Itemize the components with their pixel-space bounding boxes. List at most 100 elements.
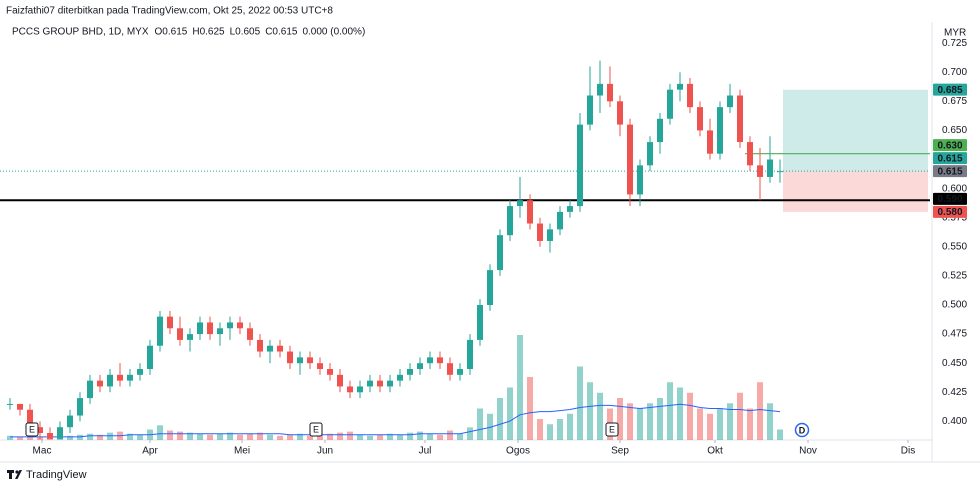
candle-body xyxy=(377,380,383,387)
candle-body xyxy=(7,403,13,405)
volume-bar xyxy=(237,434,243,440)
candle-body xyxy=(157,316,163,346)
candle-body xyxy=(287,351,293,364)
candle-body xyxy=(337,374,343,387)
volume-bar xyxy=(367,435,373,440)
volume-bar xyxy=(407,432,413,440)
price-tag xyxy=(933,152,967,165)
volume-bar xyxy=(507,387,513,440)
candle-body xyxy=(127,374,133,381)
volume-bar xyxy=(217,433,223,440)
volume-bar xyxy=(317,434,323,440)
legend-value: 0.605 xyxy=(235,27,260,38)
candle-body xyxy=(747,142,753,166)
volume-bar xyxy=(577,366,583,440)
volume-bar xyxy=(627,403,633,440)
y-tick-label: 0.675 xyxy=(942,96,967,107)
volume-bar xyxy=(727,403,733,440)
y-tick-label: 0.600 xyxy=(942,183,967,194)
price-tag-label: 0.580 xyxy=(937,207,962,218)
volume-bar xyxy=(467,427,473,440)
volume-bar xyxy=(537,419,543,440)
candle-body xyxy=(457,369,463,375)
volume-bar xyxy=(517,335,523,440)
price-tag xyxy=(933,83,967,96)
candle-body xyxy=(577,124,583,207)
candle-body xyxy=(497,235,503,271)
candle-body xyxy=(47,433,53,439)
volume-bar xyxy=(347,431,353,440)
candle-body xyxy=(437,357,443,364)
volume-bar xyxy=(277,435,283,440)
candle-body xyxy=(77,398,83,416)
candle-body xyxy=(587,95,593,125)
volume-bar xyxy=(707,413,713,440)
volume-bar xyxy=(557,419,563,440)
y-tick-label: 0.700 xyxy=(942,67,967,78)
candle-body xyxy=(537,223,543,241)
price-tag-label: 0.615 xyxy=(937,166,962,177)
candle-body xyxy=(757,165,763,177)
candle-body xyxy=(37,427,43,434)
volume-ma-line xyxy=(10,403,781,438)
volume-bar xyxy=(447,430,453,440)
volume-bar xyxy=(127,433,133,440)
candle-body xyxy=(107,374,113,387)
volume-bar xyxy=(587,382,593,440)
candle-body xyxy=(297,357,303,364)
logo xyxy=(7,470,22,479)
volume-bar xyxy=(717,408,723,440)
volume-bar xyxy=(187,432,193,440)
volume-bar xyxy=(137,434,143,440)
candle-body xyxy=(17,403,23,410)
volume-bar xyxy=(307,435,313,440)
earnings-marker-label: E xyxy=(29,424,35,434)
volume-bar xyxy=(417,431,423,440)
position-loss-zone xyxy=(783,171,928,212)
volume-bar xyxy=(697,408,703,440)
volume-bar xyxy=(567,413,573,440)
candle-body xyxy=(187,334,193,340)
volume-bar xyxy=(17,436,23,440)
legend-key: C xyxy=(265,27,272,38)
legend-key: L xyxy=(230,27,236,38)
price-tag xyxy=(933,192,967,205)
x-tick-label: Okt xyxy=(707,446,723,457)
volume-bar xyxy=(247,433,253,440)
volume-bar xyxy=(227,432,233,440)
earnings-marker xyxy=(25,422,39,437)
candle-body xyxy=(517,200,523,207)
position-profit-zone xyxy=(783,89,928,172)
candle-body xyxy=(137,369,143,375)
legend-value: 0.615 xyxy=(162,27,187,38)
candle-body xyxy=(217,328,223,335)
volume-bar xyxy=(647,403,653,440)
header: Faizfathi07 diterbitkan pada TradingView… xyxy=(6,6,333,17)
x-tick-label: Dis xyxy=(901,446,915,457)
x-tick-label: Mei xyxy=(234,446,250,457)
candle-body xyxy=(117,374,123,381)
y-tick-label: 0.650 xyxy=(942,125,967,136)
volume-bar xyxy=(747,408,753,440)
y-tick-label: 0.525 xyxy=(942,271,967,282)
y-tick-label: 0.400 xyxy=(942,416,967,427)
price-tag xyxy=(933,205,967,218)
volume-bar xyxy=(67,435,73,440)
volume-bar xyxy=(777,429,783,440)
volume-bar xyxy=(87,433,93,440)
candle-body xyxy=(247,328,253,340)
volume-bar xyxy=(687,392,693,440)
candle-body xyxy=(357,386,363,393)
candle-body xyxy=(647,142,653,166)
candle-body xyxy=(387,380,393,387)
candle-body xyxy=(427,357,433,364)
y-tick-label: 0.725 xyxy=(942,38,967,49)
candle-body xyxy=(177,328,183,340)
volume-bar xyxy=(167,430,173,440)
earnings-marker-label: E xyxy=(609,424,615,434)
candle-body xyxy=(257,339,263,352)
candle-body xyxy=(397,374,403,381)
candle-body xyxy=(447,363,453,375)
